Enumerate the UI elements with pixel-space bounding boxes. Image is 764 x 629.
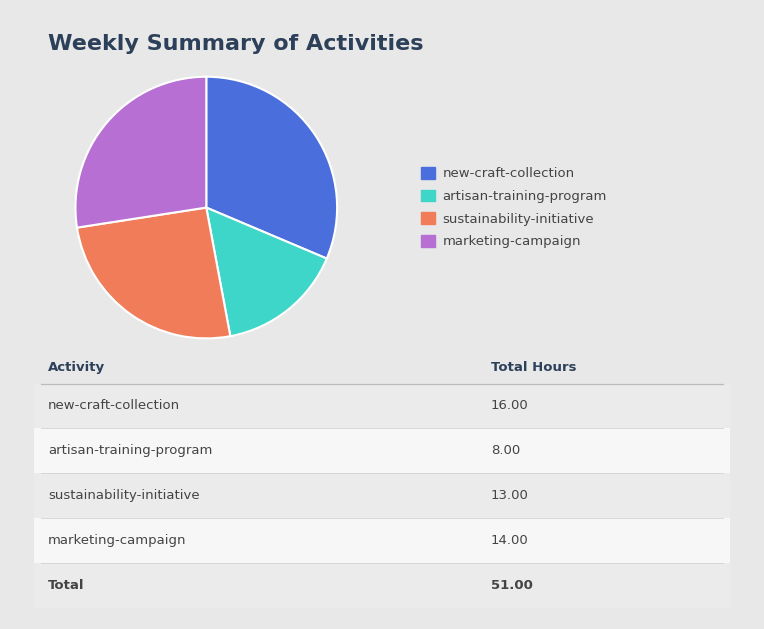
Text: new-craft-collection: new-craft-collection <box>48 399 180 413</box>
Legend: new-craft-collection, artisan-training-program, sustainability-initiative, marke: new-craft-collection, artisan-training-p… <box>422 167 607 248</box>
Text: 13.00: 13.00 <box>491 489 529 502</box>
Text: 51.00: 51.00 <box>491 579 533 592</box>
Text: 16.00: 16.00 <box>491 399 529 413</box>
Bar <box>34 473 730 518</box>
Text: Weekly Summary of Activities: Weekly Summary of Activities <box>48 33 423 53</box>
Text: Total Hours: Total Hours <box>491 362 576 374</box>
Text: 14.00: 14.00 <box>491 534 529 547</box>
Text: marketing-campaign: marketing-campaign <box>48 534 186 547</box>
Text: Total: Total <box>48 579 85 592</box>
Bar <box>34 563 730 608</box>
Wedge shape <box>77 208 230 338</box>
Text: 8.00: 8.00 <box>491 444 520 457</box>
Wedge shape <box>206 77 337 259</box>
Bar <box>34 384 730 428</box>
Bar <box>34 518 730 563</box>
Wedge shape <box>76 77 206 228</box>
Text: sustainability-initiative: sustainability-initiative <box>48 489 199 502</box>
Bar <box>34 428 730 473</box>
Wedge shape <box>206 208 327 336</box>
Text: artisan-training-program: artisan-training-program <box>48 444 212 457</box>
Text: Activity: Activity <box>48 362 105 374</box>
